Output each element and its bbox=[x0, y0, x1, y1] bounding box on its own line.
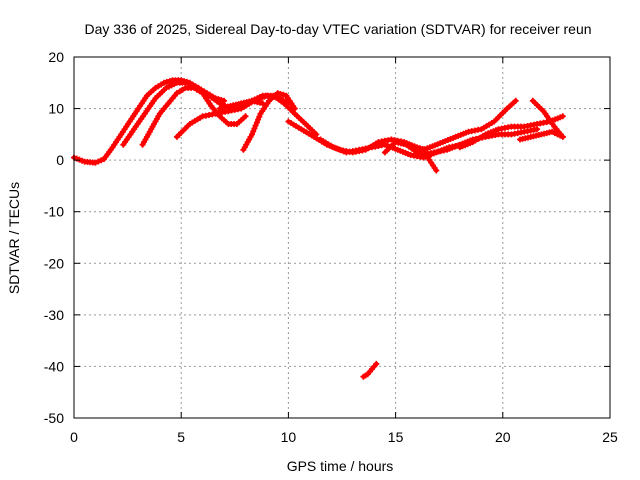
series-track-10 bbox=[414, 97, 519, 156]
grid bbox=[74, 57, 610, 418]
x-axis: 0 5 10 15 20 25 bbox=[70, 57, 618, 445]
x-tick-label: 5 bbox=[177, 429, 185, 445]
data-point bbox=[512, 97, 519, 104]
data-point bbox=[559, 133, 566, 140]
data-point bbox=[433, 167, 440, 174]
chart-title: Day 336 of 2025, Sidereal Day-to-day VTE… bbox=[84, 21, 591, 37]
series-track-12 bbox=[456, 113, 566, 151]
y-axis: -50 -40 -30 -20 -10 0 10 20 bbox=[44, 49, 610, 426]
x-tick-label: 0 bbox=[70, 429, 78, 445]
data-point bbox=[255, 116, 262, 123]
y-axis-label: SDTVAR / TECUs bbox=[6, 182, 22, 294]
x-tick-label: 10 bbox=[281, 429, 297, 445]
y-tick-label: 20 bbox=[48, 49, 64, 65]
data-point bbox=[534, 126, 541, 133]
data-point bbox=[221, 97, 228, 104]
x-axis-label: GPS time / hours bbox=[287, 458, 394, 474]
series-track-6 bbox=[216, 92, 320, 138]
plot-frame bbox=[73, 56, 611, 419]
y-tick-label: -10 bbox=[44, 204, 64, 220]
series-track-3 bbox=[139, 84, 249, 148]
x-tick-label: 20 bbox=[495, 429, 511, 445]
data-marks bbox=[71, 77, 566, 380]
data-point bbox=[559, 113, 566, 120]
y-tick-label: -50 bbox=[44, 410, 64, 426]
y-tick-label: -40 bbox=[44, 358, 64, 374]
series-track-5 bbox=[240, 90, 298, 153]
y-tick-label: 0 bbox=[56, 152, 64, 168]
y-tick-label: 10 bbox=[48, 101, 64, 117]
data-point bbox=[373, 360, 380, 367]
series-track-14 bbox=[517, 128, 566, 143]
x-tick-label: 25 bbox=[602, 429, 618, 445]
y-tick-label: -30 bbox=[44, 307, 64, 323]
series-track-13 bbox=[529, 97, 566, 140]
data-point bbox=[161, 79, 167, 86]
data-point bbox=[242, 113, 249, 120]
x-tick-label: 15 bbox=[388, 429, 404, 445]
data-point bbox=[280, 91, 287, 98]
y-tick-label: -20 bbox=[44, 255, 64, 271]
series-track-15 bbox=[360, 360, 380, 380]
